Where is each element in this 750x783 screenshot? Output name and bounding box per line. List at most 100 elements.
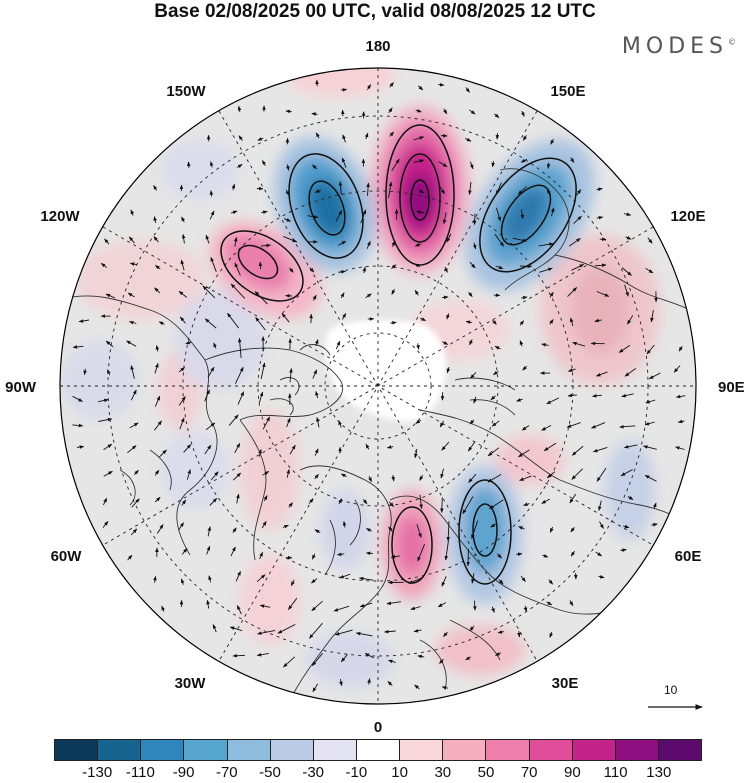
wind-vector — [288, 597, 298, 610]
wind-vector — [625, 235, 632, 240]
wind-vector — [416, 524, 422, 538]
wind-vector — [72, 345, 84, 349]
wind-vector — [153, 236, 159, 243]
wind-vector — [437, 602, 447, 608]
wind-vector — [549, 291, 554, 298]
wind-vector — [315, 132, 320, 139]
anomaly-weak-negative — [320, 490, 370, 570]
wind-vector — [596, 467, 607, 482]
wind-vector — [355, 631, 373, 637]
wind-vector — [471, 573, 475, 584]
wind-vector — [470, 372, 477, 379]
wind-vector — [568, 238, 581, 247]
wind-vector — [181, 548, 188, 555]
wind-vector — [154, 287, 161, 294]
wind-vector — [339, 573, 351, 579]
wind-vector — [567, 287, 578, 297]
wind-vector — [213, 342, 217, 349]
wind-vector — [645, 399, 656, 404]
wind-vector — [441, 576, 447, 587]
wind-vector — [259, 604, 271, 608]
wind-vector — [390, 321, 397, 325]
wind-vector — [285, 189, 290, 196]
wind-vector — [517, 630, 521, 638]
anomaly-positive-core-180 — [406, 174, 434, 226]
wind-vector — [258, 448, 262, 457]
logo-text: MODES — [621, 34, 728, 59]
wind-vector — [569, 493, 577, 504]
wind-vector — [623, 444, 638, 449]
wind-vector — [232, 472, 242, 481]
wind-vector — [414, 263, 421, 268]
wind-vector — [388, 526, 393, 532]
wind-vector — [675, 446, 685, 450]
wind-vector — [541, 343, 549, 347]
colorbar-tick-label: -10 — [345, 764, 368, 781]
wind-vector — [335, 210, 343, 222]
wind-vector — [389, 82, 394, 88]
wind-vector — [212, 624, 217, 633]
wind-vector — [365, 293, 372, 299]
wind-vector — [517, 186, 528, 195]
wind-vector — [359, 576, 374, 581]
wind-vector — [472, 242, 477, 250]
wind-vector — [179, 316, 186, 324]
wind-vector — [98, 417, 113, 422]
wind-vector — [646, 344, 655, 355]
wind-vector — [257, 629, 276, 635]
wind-vector — [129, 262, 138, 266]
wind-vector — [98, 398, 109, 403]
wind-vector — [181, 216, 185, 223]
wind-vector — [311, 653, 323, 667]
wind-vector — [340, 292, 345, 299]
wind-vector — [254, 291, 268, 305]
wind-vector — [595, 371, 608, 377]
wind-vector — [650, 310, 654, 323]
wind-vector — [494, 233, 504, 247]
wind-vector — [644, 421, 655, 426]
wind-vector — [128, 236, 135, 244]
wind-vector — [334, 629, 353, 636]
wind-vector — [472, 213, 477, 226]
wind-vector — [487, 447, 500, 457]
wind-vector — [569, 600, 574, 607]
wind-vector — [130, 528, 138, 536]
wind-vector — [519, 475, 532, 481]
wind-vector — [338, 240, 347, 246]
wind-vector — [490, 523, 497, 528]
colorbar-swatch — [270, 740, 314, 760]
wind-vector — [417, 543, 426, 562]
wind-vector — [572, 341, 586, 347]
wind-vector — [263, 495, 268, 502]
wind-vector — [414, 242, 422, 247]
wind-vector — [570, 157, 575, 163]
wind-vector — [235, 570, 241, 582]
lon-label-120w: 120W — [40, 208, 80, 225]
wind-vector — [516, 552, 523, 556]
wind-vector — [237, 391, 245, 405]
wind-vector — [443, 631, 448, 637]
wind-vector — [522, 365, 528, 371]
wind-vector — [103, 470, 113, 477]
colorbar-tick-label: -50 — [259, 764, 281, 781]
wind-vector — [307, 214, 319, 219]
colorbar-tick-label: 130 — [646, 764, 672, 781]
colorbar-tick-label: 30 — [434, 764, 452, 781]
wind-vector — [206, 545, 211, 555]
wind-vector — [678, 345, 683, 352]
wind-vector — [543, 442, 557, 452]
wind-vector — [624, 368, 637, 377]
colorbar-tick-label: -110 — [125, 764, 155, 781]
wind-vector — [336, 552, 345, 557]
lon-label-90w: 90W — [5, 379, 37, 396]
wind-vector — [573, 215, 582, 224]
wind-vector — [570, 527, 575, 533]
lon-label-150w: 150W — [166, 83, 206, 100]
wind-vector — [566, 422, 581, 428]
wind-vector — [465, 87, 470, 93]
wind-vector — [387, 659, 396, 664]
wind-vector — [232, 527, 237, 533]
wind-vector — [181, 233, 186, 244]
colorbar-tick-label: 110 — [603, 764, 628, 781]
